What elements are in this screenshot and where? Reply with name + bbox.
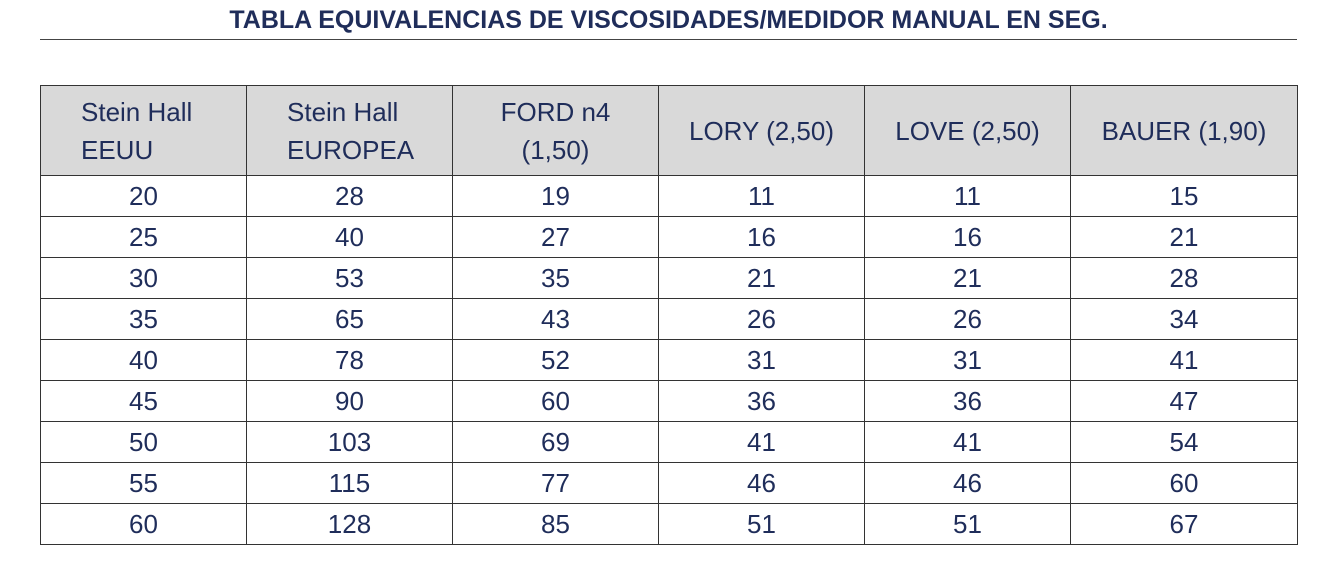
table-cell: 46 xyxy=(864,462,1071,504)
table-cell: 65 xyxy=(246,298,453,340)
header-ford-n4: FORD n4 (1,50) xyxy=(452,85,659,176)
table-row: 50 103 69 41 41 54 xyxy=(40,421,1298,463)
table-cell: 55 xyxy=(40,462,247,504)
table-cell: 31 xyxy=(658,339,865,381)
title-underline xyxy=(40,39,1297,40)
table-cell: 51 xyxy=(658,503,865,545)
table-cell: 41 xyxy=(658,421,865,463)
table-cell: 34 xyxy=(1070,298,1298,340)
table-cell: 21 xyxy=(1070,216,1298,258)
table-cell: 50 xyxy=(40,421,247,463)
table-cell: 128 xyxy=(246,503,453,545)
viscosity-equivalence-table: Stein Hall EEUU Stein Hall EUROPEA FORD … xyxy=(40,85,1298,545)
table-row: 20 28 19 11 11 15 xyxy=(40,175,1298,217)
header-line: LOVE (2,50) xyxy=(895,115,1040,146)
table-row: 60 128 85 51 51 67 xyxy=(40,503,1298,545)
table-cell: 46 xyxy=(658,462,865,504)
table-cell: 103 xyxy=(246,421,453,463)
table-cell: 67 xyxy=(1070,503,1298,545)
table-row: 30 53 35 21 21 28 xyxy=(40,257,1298,299)
header-line: Stein Hall xyxy=(81,96,193,127)
table-cell: 11 xyxy=(864,175,1071,217)
table-cell: 69 xyxy=(452,421,659,463)
table-cell: 28 xyxy=(246,175,453,217)
table-row: 25 40 27 16 16 21 xyxy=(40,216,1298,258)
table-cell: 21 xyxy=(864,257,1071,299)
table-cell: 15 xyxy=(1070,175,1298,217)
table-cell: 54 xyxy=(1070,421,1298,463)
table-cell: 11 xyxy=(658,175,865,217)
table-cell: 78 xyxy=(246,339,453,381)
header-line: BAUER (1,90) xyxy=(1101,115,1267,146)
table-cell: 28 xyxy=(1070,257,1298,299)
table-cell: 60 xyxy=(452,380,659,422)
table-cell: 115 xyxy=(246,462,453,504)
table-row: 35 65 43 26 26 34 xyxy=(40,298,1298,340)
table-cell: 41 xyxy=(1070,339,1298,381)
table-cell: 20 xyxy=(40,175,247,217)
header-line: EEUU xyxy=(81,134,154,165)
table-cell: 53 xyxy=(246,257,453,299)
table-cell: 85 xyxy=(452,503,659,545)
table-cell: 45 xyxy=(40,380,247,422)
table-cell: 41 xyxy=(864,421,1071,463)
header-line: LORY (2,50) xyxy=(688,115,834,146)
header-lory: LORY (2,50) xyxy=(658,85,865,176)
header-line: FORD n4 xyxy=(500,96,611,127)
table-row: 55 115 77 46 46 60 xyxy=(40,462,1298,504)
table-cell: 36 xyxy=(864,380,1071,422)
table-cell: 35 xyxy=(40,298,247,340)
table-cell: 60 xyxy=(1070,462,1298,504)
table-cell: 26 xyxy=(658,298,865,340)
table-cell: 90 xyxy=(246,380,453,422)
table-cell: 27 xyxy=(452,216,659,258)
table-cell: 26 xyxy=(864,298,1071,340)
table-cell: 16 xyxy=(864,216,1071,258)
header-love: LOVE (2,50) xyxy=(864,85,1071,176)
table-cell: 40 xyxy=(246,216,453,258)
table-header-row: Stein Hall EEUU Stein Hall EUROPEA FORD … xyxy=(40,85,1298,176)
header-line: Stein Hall xyxy=(287,96,399,127)
table-cell: 30 xyxy=(40,257,247,299)
table-cell: 40 xyxy=(40,339,247,381)
table-body: 20 28 19 11 11 15 25 40 27 16 16 21 30 53 35 21 21 28 35 65… xyxy=(40,175,1298,545)
table-cell: 21 xyxy=(658,257,865,299)
table-cell: 52 xyxy=(452,339,659,381)
table-cell: 25 xyxy=(40,216,247,258)
table-cell: 51 xyxy=(864,503,1071,545)
table-row: 45 90 60 36 36 47 xyxy=(40,380,1298,422)
header-stein-hall-europea: Stein Hall EUROPEA xyxy=(246,85,453,176)
header-stein-hall-eeuu: Stein Hall EEUU xyxy=(40,85,247,176)
header-bauer: BAUER (1,90) xyxy=(1070,85,1298,176)
table-cell: 31 xyxy=(864,339,1071,381)
table-cell: 19 xyxy=(452,175,659,217)
table-cell: 60 xyxy=(40,503,247,545)
table-cell: 16 xyxy=(658,216,865,258)
page-title: TABLA EQUIVALENCIAS DE VISCOSIDADES/MEDI… xyxy=(229,6,1108,34)
table-cell: 35 xyxy=(452,257,659,299)
header-line: EUROPEA xyxy=(287,134,415,165)
table-cell: 77 xyxy=(452,462,659,504)
table-cell: 43 xyxy=(452,298,659,340)
table-row: 40 78 52 31 31 41 xyxy=(40,339,1298,381)
table-cell: 36 xyxy=(658,380,865,422)
header-line: (1,50) xyxy=(521,134,590,165)
table-cell: 47 xyxy=(1070,380,1298,422)
